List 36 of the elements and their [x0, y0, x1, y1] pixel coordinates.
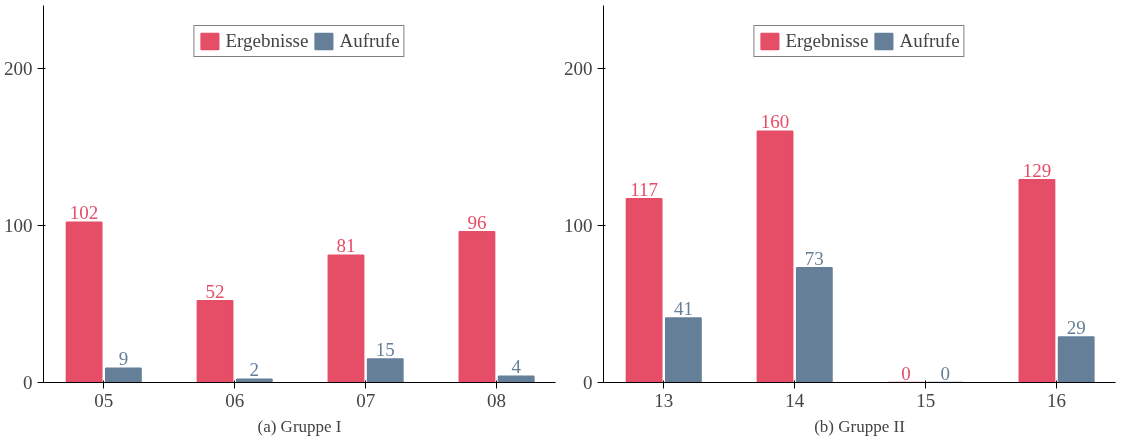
x-tick-label: 08	[487, 389, 507, 411]
legend-label: Ergebnisse	[225, 30, 309, 52]
data-label: 15	[375, 338, 395, 360]
y-tick-label: 100	[4, 214, 33, 236]
x-tick-label: 06	[225, 389, 245, 411]
data-label: 2	[249, 359, 260, 381]
legend-label: Ergebnisse	[785, 30, 869, 52]
text: (b) Gruppe II	[814, 416, 906, 436]
x-tick-label: 16	[1047, 389, 1067, 411]
text: (a) Gruppe I	[257, 416, 342, 436]
data-label: 41	[673, 298, 693, 320]
x-tick-label: 15	[916, 389, 936, 411]
data-label: 96	[467, 211, 487, 233]
x-tick-label: 13	[654, 389, 674, 411]
data-label: 0	[901, 362, 911, 384]
data-label: 81	[336, 235, 356, 257]
data-label: 52	[205, 280, 225, 302]
data-label: 9	[118, 348, 129, 370]
y-tick-label: 0	[583, 372, 593, 393]
legend-label: Aufrufe	[899, 30, 960, 52]
data-label: 29	[1066, 316, 1086, 338]
data-label: 73	[804, 247, 824, 269]
y-tick-label: 100	[564, 214, 593, 236]
x-tick-label: 07	[356, 389, 376, 411]
data-label: 129	[1022, 159, 1052, 181]
y-tick-label: 0	[23, 372, 33, 393]
data-label: 160	[760, 111, 790, 133]
data-label: 102	[69, 202, 99, 224]
data-label: 4	[511, 356, 522, 378]
legend-label: Aufrufe	[339, 30, 400, 52]
x-tick-label: 14	[785, 389, 805, 411]
y-tick-label: 200	[564, 57, 593, 79]
data-label: 0	[940, 362, 951, 384]
x-tick-label: 05	[94, 389, 114, 411]
y-tick-label: 200	[4, 57, 33, 79]
data-label: 117	[630, 178, 658, 200]
